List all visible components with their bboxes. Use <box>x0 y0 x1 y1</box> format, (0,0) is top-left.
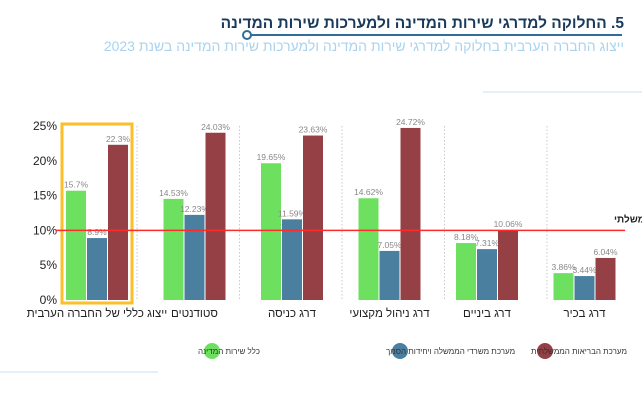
y-tick-label: 10% <box>33 223 57 237</box>
data-label: 19.65% <box>257 152 286 162</box>
bar-1 <box>66 190 86 300</box>
bar-2 <box>282 219 302 300</box>
category-label: דרג ביניים <box>463 308 512 320</box>
y-tick-label: 0% <box>40 293 58 307</box>
page-title: 5. החלוקה למדרגי שירות המדינה ולמערכות ש… <box>220 15 624 32</box>
bar-2 <box>574 276 595 300</box>
bar-1 <box>456 243 476 300</box>
bar-1 <box>163 198 184 300</box>
data-label: 14.53% <box>159 188 188 198</box>
legend-marker-1 <box>204 343 220 359</box>
title-dot-icon <box>242 30 252 40</box>
data-label: 22.3% <box>106 134 131 144</box>
legend-marker-2 <box>392 343 408 359</box>
category-label: דרג ניהול מקצועי <box>349 307 430 320</box>
legend-marker-3 <box>537 343 553 359</box>
category-label: סטודנטים <box>171 308 218 320</box>
divider <box>483 91 642 93</box>
data-label: 11.59% <box>278 208 307 218</box>
data-label: 24.72% <box>396 117 425 127</box>
y-tick-label: 25% <box>33 119 57 133</box>
divider <box>0 371 158 373</box>
y-tick-label: 5% <box>40 258 58 272</box>
bar-2 <box>379 250 400 300</box>
bar-1 <box>358 198 379 300</box>
page-subtitle: ייצוג החברה הערבית בחלוקה למדרגי שירות ה… <box>103 38 624 54</box>
bar-1 <box>261 163 281 300</box>
bar-3 <box>498 229 518 300</box>
data-label: 14.62% <box>354 187 383 197</box>
data-label: 12.23% <box>180 204 209 214</box>
data-label: 6.04% <box>593 247 618 257</box>
title-underline <box>247 34 622 36</box>
data-label: 3.44% <box>572 265 597 275</box>
category-label: דרג כניסה <box>268 308 317 320</box>
category-label: ייצוג כללי של החברה הערבית <box>27 307 167 320</box>
data-label: 15.7% <box>64 180 89 190</box>
bar-1 <box>553 273 574 300</box>
data-label: 3.86% <box>551 262 576 272</box>
bar-3 <box>303 135 323 300</box>
highlight-box <box>60 122 134 305</box>
bar-2 <box>477 249 497 300</box>
bar-3 <box>205 132 226 300</box>
data-label: 8.18% <box>454 232 479 242</box>
legend-label: מערכת הבריאות הממשלתית <box>531 347 627 356</box>
target-label: היעד הממשלתי <box>614 213 642 225</box>
bar-3 <box>108 144 128 300</box>
data-label: 10.06% <box>494 219 523 229</box>
legend-label: מערכת משרדי הממשלה ויחידות הסמך <box>386 347 515 356</box>
data-label: 7.05% <box>377 240 402 250</box>
bar-3 <box>400 127 421 301</box>
data-label: 8.9% <box>87 227 107 237</box>
bar-2 <box>184 214 205 300</box>
legend-label: כלל שירות המדינה <box>198 347 260 356</box>
y-tick-label: 15% <box>33 189 57 203</box>
bar-2 <box>87 238 107 300</box>
data-label: 24.03% <box>201 122 230 132</box>
bar-3 <box>595 257 616 300</box>
category-label: דרג בכיר <box>563 308 606 320</box>
data-label: 7.31% <box>475 238 500 248</box>
data-label: 23.63% <box>299 125 328 135</box>
y-tick-label: 20% <box>33 154 57 168</box>
